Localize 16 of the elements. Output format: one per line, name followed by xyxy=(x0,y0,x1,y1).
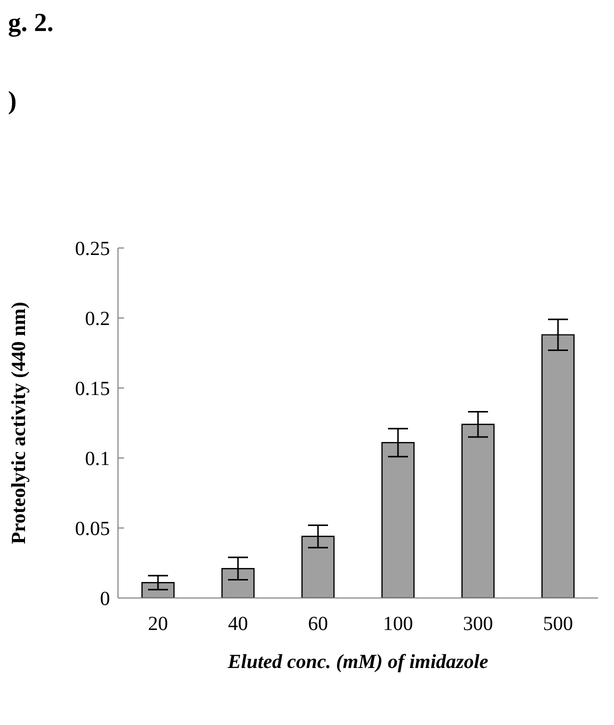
y-axis-title: Proteolytic activity (440 nm) xyxy=(8,302,30,544)
text: ) xyxy=(8,86,17,116)
x-tick-label: 300 xyxy=(463,613,493,636)
x-axis-title: Eluted conc. (mM) of imidazole xyxy=(226,651,488,673)
x-tick-label: 500 xyxy=(543,613,573,636)
x-tick-label: 40 xyxy=(228,613,248,636)
x-tick-label: 20 xyxy=(148,613,168,636)
y-tick-label: 0.25 xyxy=(75,238,110,260)
text: g. 2. xyxy=(8,8,54,38)
y-tick-label: 0.15 xyxy=(75,378,110,400)
y-tick-label: 0.2 xyxy=(85,308,110,330)
y-tick-label: 0 xyxy=(100,588,110,610)
x-tick-label: 60 xyxy=(308,613,328,636)
y-tick-label: 0.1 xyxy=(85,448,110,470)
x-tick-label: 100 xyxy=(383,613,413,636)
y-tick-label: 0.05 xyxy=(75,518,110,540)
